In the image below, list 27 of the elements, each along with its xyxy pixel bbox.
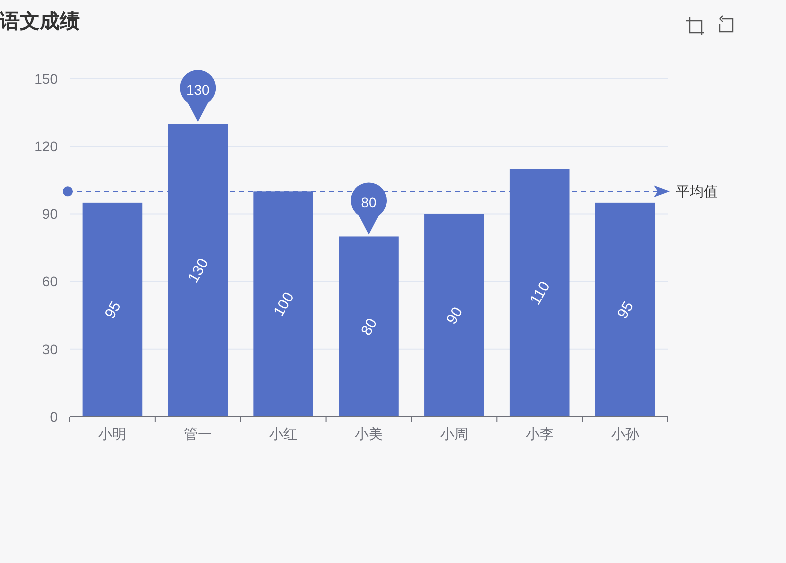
y-tick-label: 150 bbox=[34, 70, 58, 87]
bar bbox=[82, 202, 143, 417]
data-label: 95 bbox=[102, 298, 125, 322]
x-tick-label: 小美 bbox=[355, 426, 383, 442]
data-label: 110 bbox=[527, 278, 554, 308]
y-tick-label: 30 bbox=[42, 341, 58, 358]
x-tick-label: 小孙 bbox=[611, 426, 640, 442]
ref-line-label: 平均值 bbox=[676, 184, 718, 200]
data-label: 90 bbox=[444, 304, 467, 328]
data-label: 80 bbox=[358, 316, 382, 339]
x-tick-label: 小红 bbox=[270, 426, 298, 442]
data-label: 130 bbox=[185, 256, 212, 286]
x-tick-label: 小周 bbox=[440, 426, 468, 442]
annotation: 130 bbox=[186, 82, 210, 98]
bar bbox=[595, 202, 656, 417]
x-tick-label: 管一 bbox=[184, 426, 212, 442]
y-tick-label: 60 bbox=[42, 274, 58, 290]
chart-title: 语文成绩 bbox=[0, 10, 80, 33]
y-tick-label: 120 bbox=[34, 138, 58, 154]
data-label: 100 bbox=[270, 290, 298, 320]
bar bbox=[424, 214, 484, 417]
data-label: 95 bbox=[614, 298, 638, 322]
x-tick-label: 小明 bbox=[98, 426, 127, 442]
x-tick-label: 小李 bbox=[526, 426, 554, 442]
y-tick-label: 0 bbox=[50, 408, 58, 425]
annotation: 80 bbox=[361, 194, 377, 211]
y-tick-label: 90 bbox=[42, 206, 58, 222]
